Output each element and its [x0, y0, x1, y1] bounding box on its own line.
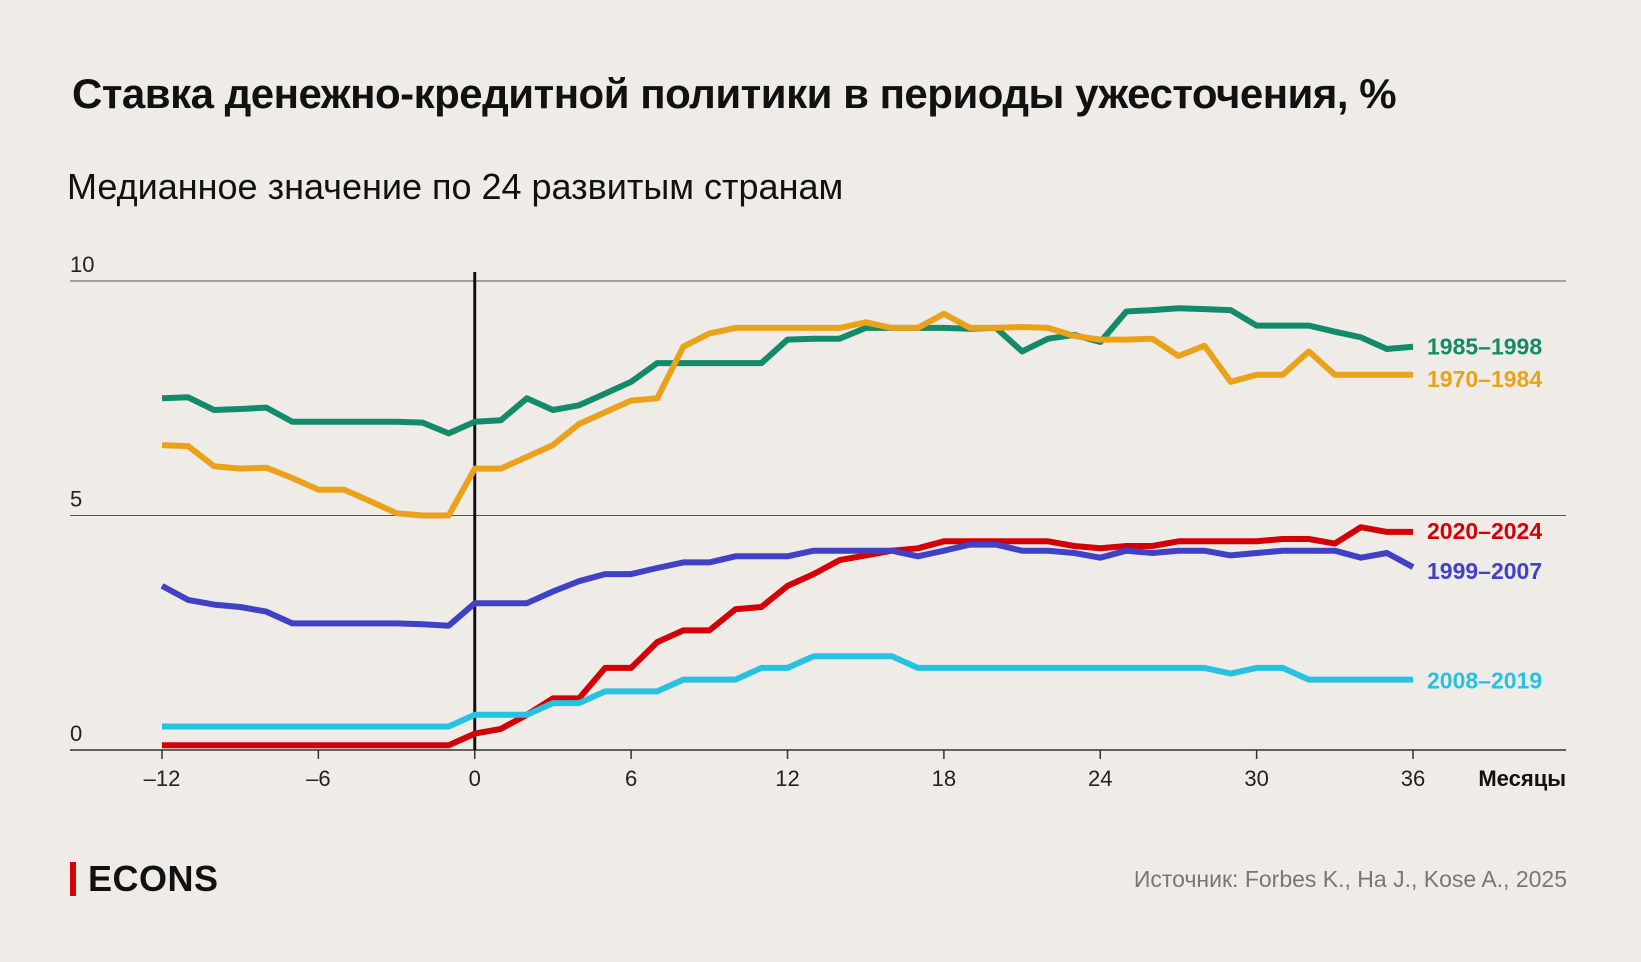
x-tick-label: –6: [306, 766, 330, 791]
series-line-1970–1984: [161, 310, 1413, 519]
x-tick-label: –12: [144, 766, 181, 791]
y-tick-label: 0: [70, 721, 82, 746]
logo-accent-bar: [70, 862, 76, 896]
x-tick-label: 30: [1244, 766, 1268, 791]
series-label: 1985–1998: [1427, 334, 1542, 360]
series-label: 2020–2024: [1427, 518, 1542, 544]
series-label: 1970–1984: [1427, 366, 1542, 392]
source-note: Источник: Forbes K., Ha J., Kose A., 202…: [1133, 866, 1567, 892]
series-line-1985–1998: [161, 305, 1414, 437]
series-label: 1999–2007: [1427, 558, 1542, 584]
logo-text: ECONS: [88, 858, 219, 899]
y-tick-label: 10: [70, 252, 94, 277]
y-tick-label: 5: [70, 487, 82, 512]
series-line-2008–2019: [162, 653, 1413, 730]
x-tick-label: 0: [469, 766, 481, 791]
x-tick-label: 24: [1088, 766, 1112, 791]
chart-subtitle: Медианное значение по 24 развитым страна…: [67, 166, 844, 207]
x-tick-label: 36: [1401, 766, 1425, 791]
series-line-2020–2024: [162, 524, 1413, 749]
x-tick-label: 6: [625, 766, 637, 791]
chart-title: Ставка денежно-кредитной политики в пери…: [72, 70, 1397, 117]
x-axis-label: Месяцы: [1478, 766, 1566, 791]
series-label: 2008–2019: [1427, 668, 1542, 694]
x-tick-label: 18: [932, 766, 956, 791]
x-tick-label: 12: [775, 766, 799, 791]
econs-logo: ECONS: [70, 858, 219, 900]
series-line-1999–2007: [160, 541, 1415, 629]
